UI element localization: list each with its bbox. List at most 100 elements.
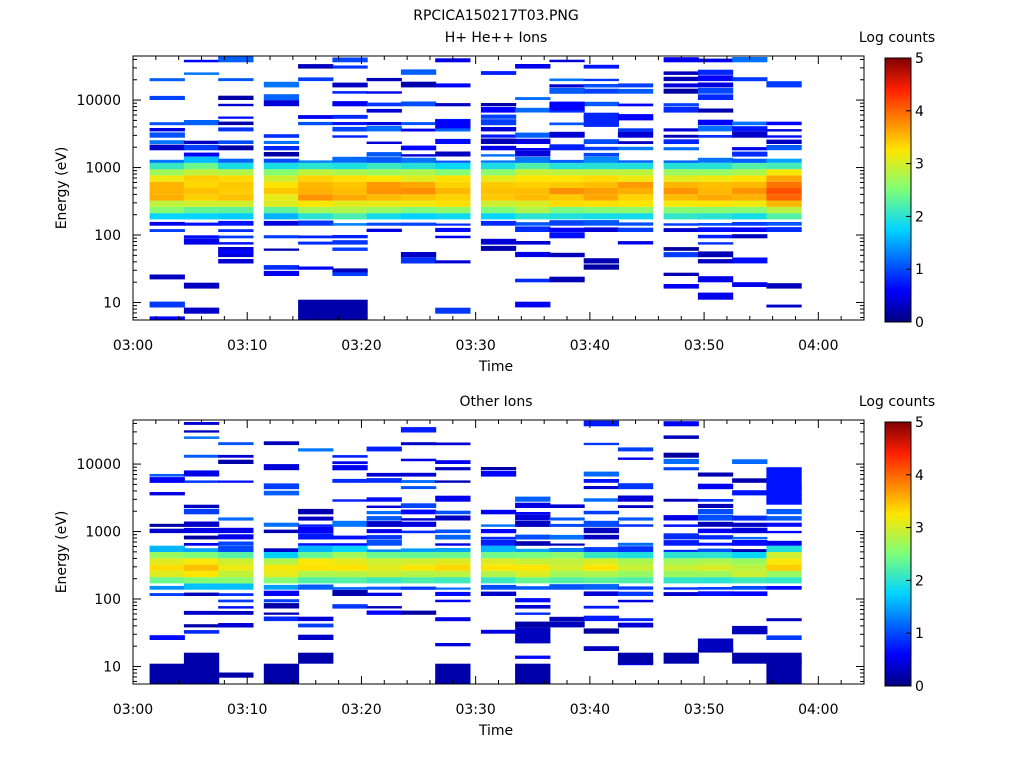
heatmap-cell	[583, 175, 619, 182]
heatmap-cell	[663, 452, 699, 458]
heatmap-cell	[697, 483, 734, 490]
heatmap-cell	[366, 228, 402, 232]
heatmap-cell	[549, 616, 585, 622]
heatmap-cell	[149, 221, 185, 226]
heatmap-cell	[332, 122, 368, 126]
heatmap-cell	[549, 552, 585, 559]
heatmap-cell	[298, 64, 334, 69]
heatmap-cell	[400, 570, 437, 578]
heatmap-cell	[697, 94, 734, 100]
heatmap-cell	[583, 78, 619, 82]
heatmap-cell	[263, 235, 300, 239]
heatmap-cell	[218, 623, 254, 628]
heatmap-cell	[515, 200, 551, 207]
heatmap-cell	[480, 154, 517, 157]
heatmap-cell	[263, 158, 300, 163]
heatmap-band	[263, 663, 300, 684]
heatmap-cell	[332, 223, 368, 226]
heatmap-cell	[366, 521, 402, 527]
heatmap-cell	[366, 478, 402, 483]
heatmap-cell	[298, 533, 334, 540]
heatmap-cell	[549, 534, 585, 540]
heatmap-cell	[697, 223, 734, 226]
heatmap-cell	[183, 282, 220, 289]
heatmap-cell	[400, 154, 437, 157]
heatmap-cell	[766, 586, 802, 590]
heatmap-cell	[435, 534, 471, 540]
heatmap-cell	[583, 605, 619, 609]
heatmap-cell	[183, 200, 220, 207]
y-tick-label: 1000	[85, 161, 121, 177]
colorbar-tick-label: 1	[915, 262, 924, 278]
heatmap-cell	[149, 545, 185, 552]
heatmap-cell	[617, 570, 654, 578]
x-tick-label: 03:50	[684, 702, 724, 718]
heatmap-cell	[549, 252, 585, 258]
heatmap-cell	[663, 498, 699, 502]
heatmap-cell	[263, 590, 300, 596]
heatmap-cell	[480, 71, 517, 75]
heatmap-cell	[663, 169, 699, 176]
heatmap-cell	[663, 592, 699, 596]
heatmap-cell	[583, 486, 619, 490]
heatmap-cell	[697, 162, 734, 170]
heatmap-cell	[149, 585, 185, 590]
heatmap-band	[149, 274, 185, 280]
heatmap-cell	[366, 91, 402, 94]
heatmap-cell	[218, 145, 254, 151]
heatmap-cells	[149, 420, 802, 684]
heatmap-cell	[149, 570, 185, 578]
heatmap-cell	[480, 467, 517, 471]
heatmap-cell	[697, 548, 734, 552]
heatmap-cell	[617, 564, 654, 571]
heatmap-cell	[298, 545, 334, 552]
heatmap-cell	[480, 524, 517, 527]
heatmap-cell	[732, 181, 768, 188]
heatmap-cell	[766, 558, 802, 565]
heatmap-cell	[263, 616, 300, 622]
heatmap-cell	[515, 162, 551, 170]
heatmap-cell	[617, 546, 654, 552]
heatmap-cell	[583, 564, 619, 571]
heatmap-cell	[366, 511, 402, 515]
heatmap-cell	[549, 84, 585, 88]
heatmap-cell	[549, 87, 585, 94]
heatmap-cell	[663, 160, 699, 163]
heatmap-cell	[663, 134, 699, 138]
colorbar-label: Log counts	[859, 30, 935, 46]
y-axis: 10 100 1000 10000	[76, 56, 865, 320]
heatmap-cell	[218, 175, 254, 182]
heatmap-cell	[697, 552, 734, 559]
heatmap-cell	[480, 181, 517, 188]
y-axis: 10 100 1000 10000	[76, 420, 865, 684]
heatmap-cell	[663, 558, 699, 565]
heatmap-cell	[732, 591, 768, 596]
heatmap-cell	[617, 169, 654, 176]
heatmap-cell	[549, 577, 585, 584]
heatmap-cell	[697, 234, 734, 239]
heatmap-cell	[298, 570, 334, 578]
heatmap-cell	[218, 229, 254, 232]
heatmap-cell	[298, 623, 334, 628]
heatmap-cell	[298, 577, 334, 584]
heatmap-cell	[183, 521, 220, 527]
heatmap-cell	[183, 624, 220, 628]
heatmap-band	[766, 652, 802, 684]
heatmap-band	[332, 299, 368, 320]
heatmap-cell	[218, 577, 254, 584]
colorbar	[884, 421, 912, 687]
heatmap-cell	[183, 552, 220, 559]
heatmap-cell	[332, 200, 368, 207]
heatmap-cell	[298, 213, 334, 220]
heatmap-cell	[663, 88, 699, 94]
heatmap-cell	[549, 504, 585, 508]
heatmap-cell	[583, 188, 619, 195]
heatmap-cell	[732, 158, 768, 163]
heatmap-cell	[400, 472, 437, 477]
heatmap-cell	[480, 539, 517, 546]
heatmap-cell	[480, 570, 517, 578]
heatmap-cell	[366, 505, 402, 508]
heatmap-cell	[400, 442, 437, 446]
x-tick-label: 03:10	[227, 338, 267, 354]
